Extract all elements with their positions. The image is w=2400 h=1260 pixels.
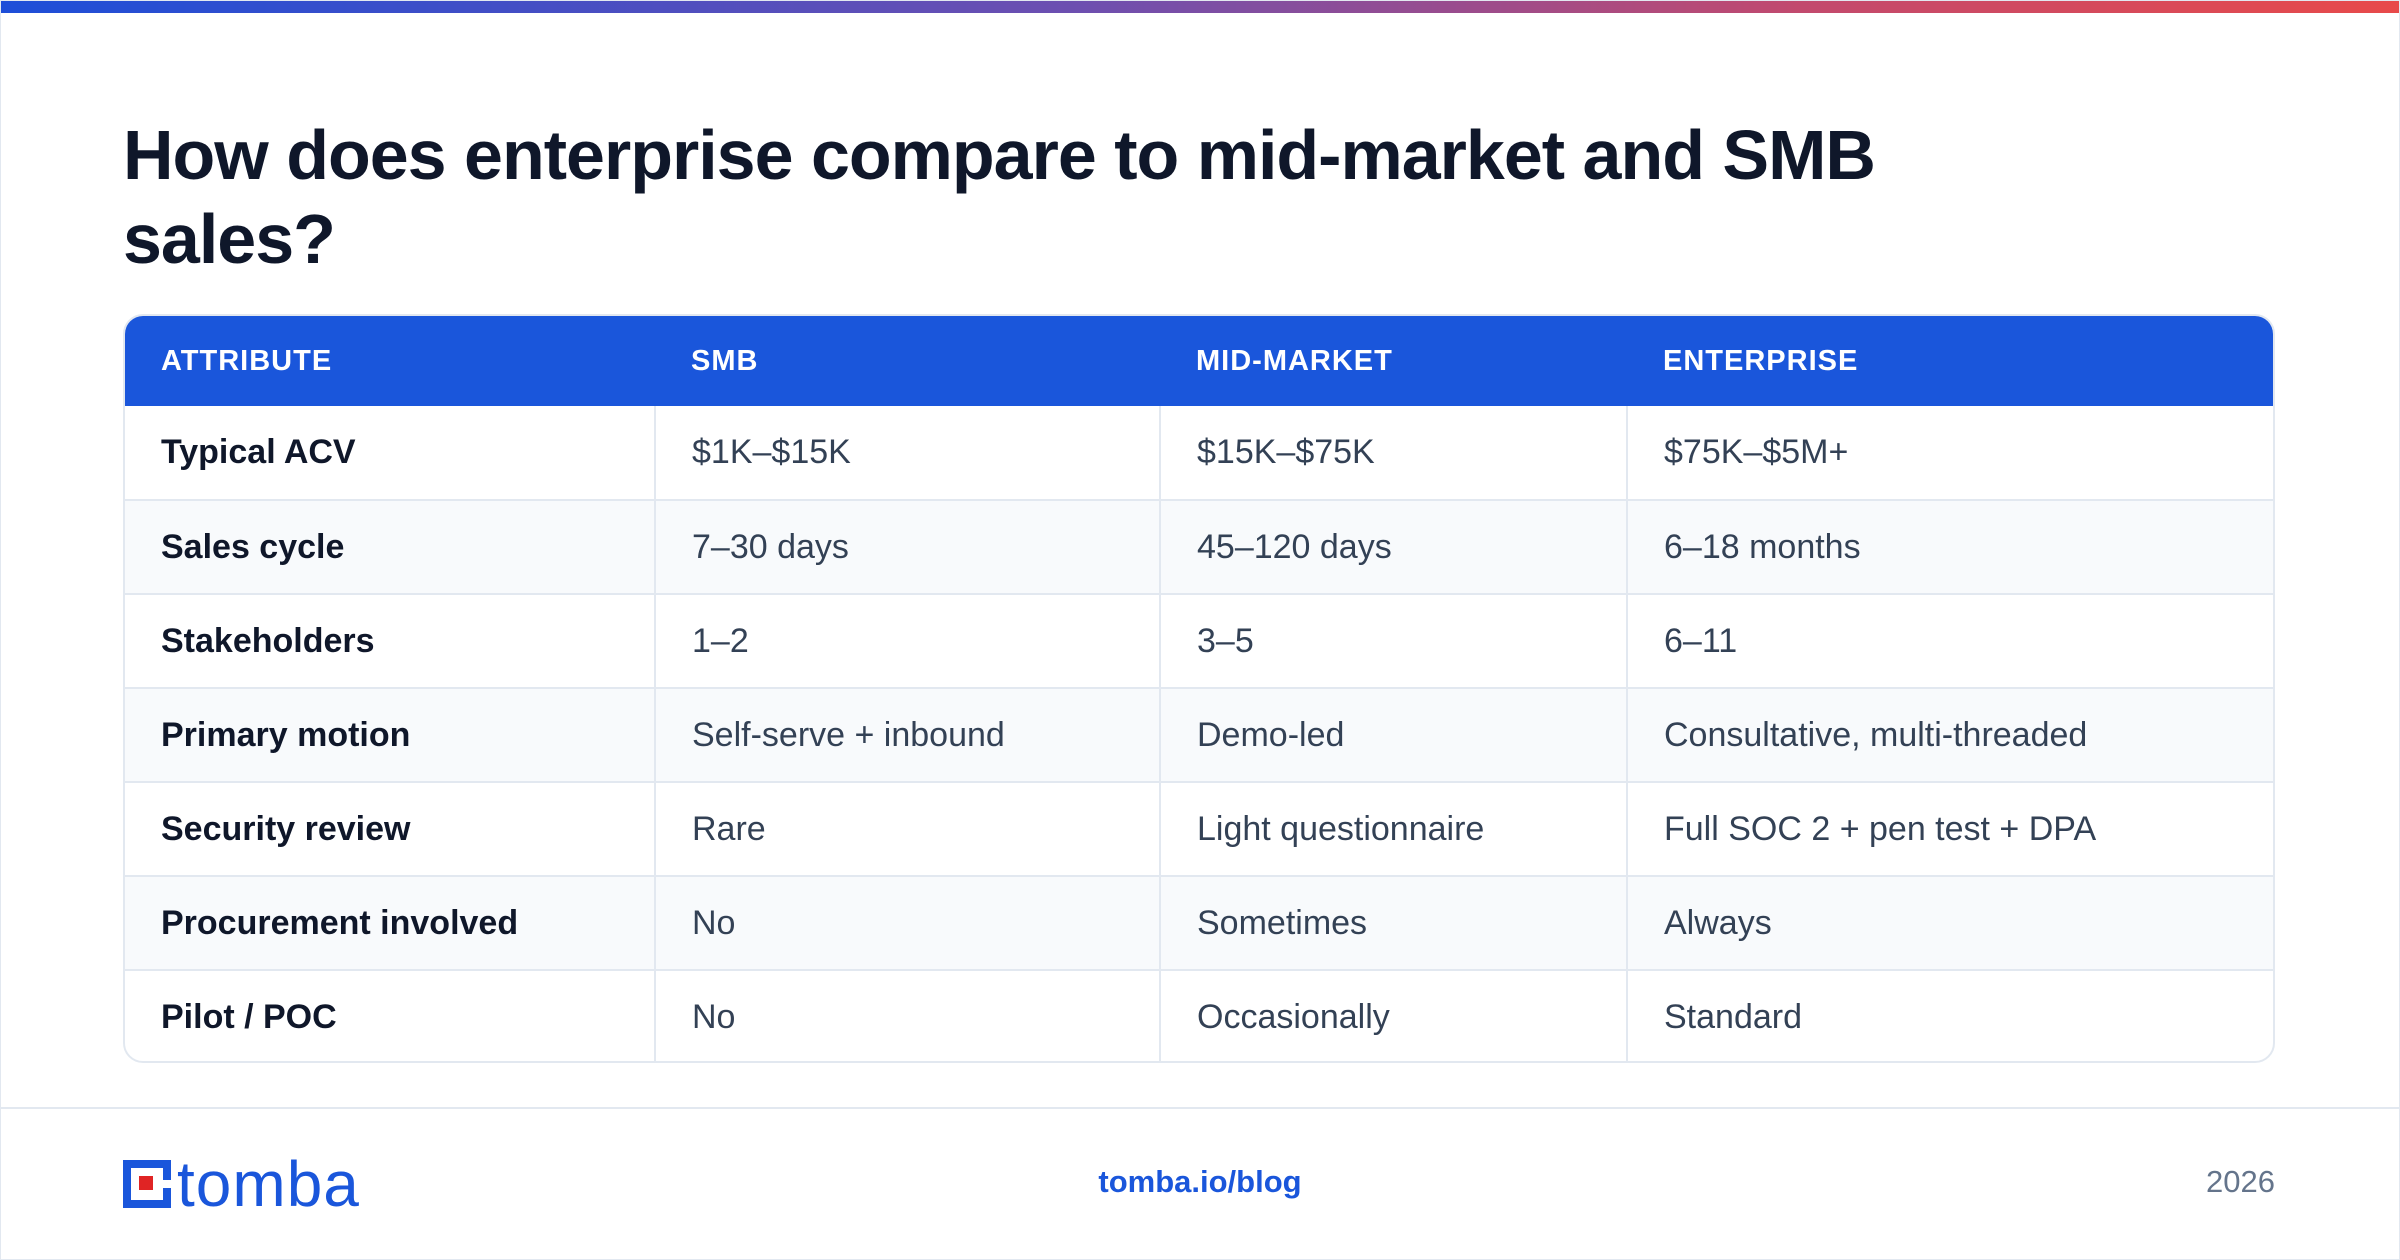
cell-mid-market: $15K–$75K <box>1159 406 1627 500</box>
cell-mid-market: 45–120 days <box>1159 499 1627 594</box>
cell-smb: No <box>654 969 1160 1061</box>
cell-smb: No <box>654 875 1160 970</box>
footer-divider <box>1 1107 2399 1109</box>
cell-enterprise: Always <box>1626 875 2273 970</box>
table-row: Sales cycle 7–30 days 45–120 days 6–18 m… <box>125 499 2273 594</box>
table-row: Primary motion Self-serve + inbound Demo… <box>125 687 2273 782</box>
row-attribute: Stakeholders <box>125 593 655 688</box>
logo-text: tomba <box>177 1148 360 1220</box>
table-row: Typical ACV $1K–$15K $15K–$75K $75K–$5M+ <box>125 406 2273 500</box>
row-attribute: Typical ACV <box>161 433 356 471</box>
cell-smb: Rare <box>654 781 1160 876</box>
cell-mid-market: Light questionnaire <box>1159 781 1627 876</box>
table-row: Procurement involved No Sometimes Always <box>125 875 2273 970</box>
cell-smb: Self-serve + inbound <box>654 687 1160 782</box>
cell-enterprise: Full SOC 2 + pen test + DPA <box>1626 781 2273 876</box>
table-row: Security review Rare Light questionnaire… <box>125 781 2273 876</box>
page-title: How does enterprise compare to mid-marke… <box>123 116 1876 278</box>
header-enterprise: ENTERPRISE <box>1663 344 1859 377</box>
tomba-logo-icon <box>123 1160 171 1208</box>
blog-url-link[interactable]: tomba.io/blog <box>1098 1164 1302 1199</box>
header-attribute: ATTRIBUTE <box>161 344 333 377</box>
cell-mid-market: Demo-led <box>1159 687 1627 782</box>
cell-enterprise: Consultative, multi-threaded <box>1626 687 2273 782</box>
gradient-top-bar <box>1 1 2399 13</box>
row-attribute: Security review <box>125 781 655 876</box>
comparison-table: ATTRIBUTE SMB MID-MARKET ENTERPRISE Typi… <box>123 314 2275 1063</box>
cell-smb: 7–30 days <box>654 499 1160 594</box>
footer-year: 2026 <box>2206 1164 2275 1199</box>
cell-mid-market: 3–5 <box>1159 593 1627 688</box>
cell-enterprise: 6–11 <box>1626 593 2273 688</box>
header-mid-market: MID-MARKET <box>1196 344 1393 377</box>
cell-enterprise: $75K–$5M+ <box>1626 406 2273 500</box>
cell-mid-market: Occasionally <box>1159 969 1627 1061</box>
row-attribute: Procurement involved <box>125 875 655 970</box>
header-smb: SMB <box>691 344 759 377</box>
row-attribute: Sales cycle <box>125 499 655 594</box>
tomba-logo[interactable]: tomba <box>123 1148 360 1220</box>
row-attribute: Primary motion <box>125 687 655 782</box>
cell-smb: 1–2 <box>654 593 1160 688</box>
cell-smb: $1K–$15K <box>654 406 1160 500</box>
table-row: Pilot / POC No Occasionally Standard <box>125 969 2273 1061</box>
cell-mid-market: Sometimes <box>1159 875 1627 970</box>
table-row: Stakeholders 1–2 3–5 6–11 <box>125 593 2273 688</box>
table-header-row: ATTRIBUTE SMB MID-MARKET ENTERPRISE <box>125 316 2273 406</box>
cell-enterprise: Standard <box>1626 969 2273 1061</box>
row-attribute: Pilot / POC <box>125 969 655 1061</box>
cell-enterprise: 6–18 months <box>1626 499 2273 594</box>
